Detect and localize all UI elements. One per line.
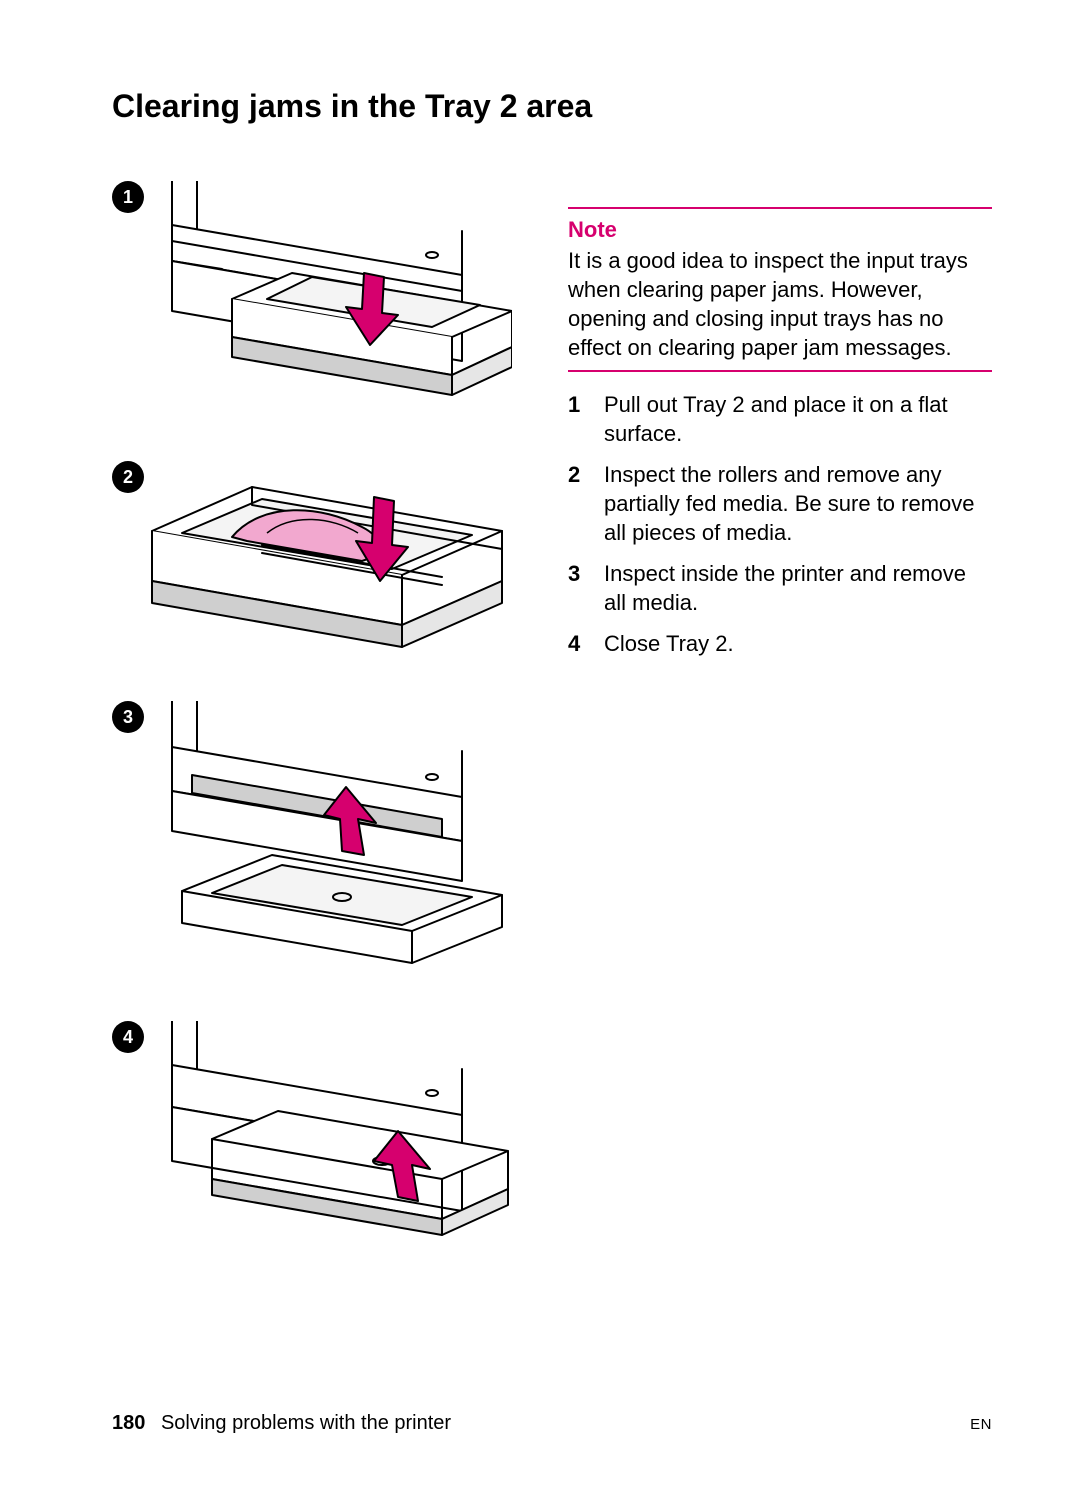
step-4: 4 Close Tray 2. — [568, 629, 992, 658]
note-label: Note — [568, 215, 992, 244]
page-number: 180 — [112, 1412, 145, 1434]
figure-3-badge: 3 — [112, 701, 144, 733]
step-2-number: 2 — [568, 460, 586, 547]
page-title: Clearing jams in the Tray 2 area — [112, 88, 992, 125]
step-3-text: Inspect inside the printer and remove al… — [604, 559, 992, 617]
figure-1-badge: 1 — [112, 181, 144, 213]
step-2-text: Inspect the rollers and remove any parti… — [604, 460, 992, 547]
chapter-title: Solving problems with the printer — [161, 1412, 451, 1434]
step-4-number: 4 — [568, 629, 586, 658]
figure-3: 3 — [112, 701, 512, 981]
figure-2-badge: 2 — [112, 461, 144, 493]
note-body: It is a good idea to inspect the input t… — [568, 246, 992, 362]
footer-lang: EN — [970, 1416, 992, 1433]
figure-column: 1 — [112, 181, 512, 1251]
text-column: Note It is a good idea to inspect the in… — [568, 181, 992, 1251]
step-1-number: 1 — [568, 390, 586, 448]
step-1: 1 Pull out Tray 2 and place it on a flat… — [568, 390, 992, 448]
figure-4: 4 — [112, 1021, 512, 1251]
figure-4-badge: 4 — [112, 1021, 144, 1053]
step-2: 2 Inspect the rollers and remove any par… — [568, 460, 992, 547]
step-3: 3 Inspect inside the printer and remove … — [568, 559, 992, 617]
steps-list: 1 Pull out Tray 2 and place it on a flat… — [568, 390, 992, 658]
note-rule-bottom — [568, 370, 992, 372]
figure-3-illustration — [112, 701, 512, 981]
figure-1-illustration — [112, 181, 512, 421]
figure-2-illustration — [112, 461, 512, 661]
note-rule-top — [568, 207, 992, 209]
figure-2: 2 — [112, 461, 512, 661]
figure-4-illustration — [112, 1021, 512, 1251]
page-footer: 180 Solving problems with the printer EN — [112, 1412, 992, 1435]
step-4-text: Close Tray 2. — [604, 629, 992, 658]
figure-1: 1 — [112, 181, 512, 421]
step-1-text: Pull out Tray 2 and place it on a flat s… — [604, 390, 992, 448]
step-3-number: 3 — [568, 559, 586, 617]
footer-left: 180 Solving problems with the printer — [112, 1412, 451, 1435]
